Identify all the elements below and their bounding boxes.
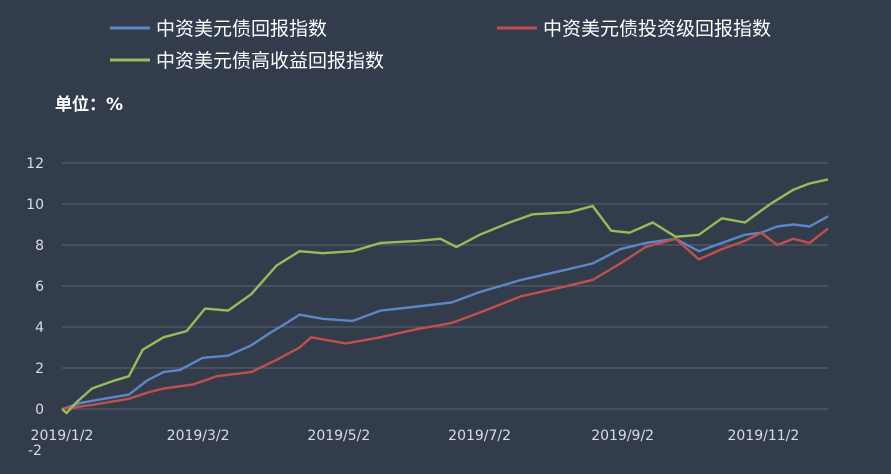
y-tick-label-neg2: -2: [28, 443, 42, 459]
x-tick-label-2: 2019/5/2: [307, 428, 370, 444]
y-tick-label-10: 10: [26, 197, 44, 213]
x-tick-label-5: 2019/11/2: [727, 428, 799, 444]
series-line-1: [61, 227, 829, 411]
y-tick-label-6: 6: [35, 279, 44, 295]
x-tick-label-1: 2019/3/2: [167, 428, 230, 444]
unit-label: 单位：%: [55, 94, 123, 115]
y-tick-label-8: 8: [35, 238, 44, 254]
y-tick-label-2: 2: [35, 361, 44, 377]
x-tick-label-3: 2019/7/2: [448, 428, 511, 444]
series-line-2: [61, 178, 829, 415]
legend-label-series-0: 中资美元债回报指数: [156, 18, 327, 40]
y-axis-ticks: 0 2 4 6 8 10 12 -2: [26, 156, 44, 459]
x-tick-label-4: 2019/9/2: [591, 428, 654, 444]
legend-label-series-2: 中资美元债高收益回报指数: [156, 50, 384, 72]
series-line-0: [61, 215, 829, 411]
y-tick-label-4: 4: [35, 320, 44, 336]
legend-label-series-1: 中资美元债投资级回报指数: [543, 18, 771, 40]
x-tick-label-0: 2019/1/2: [31, 428, 94, 444]
series-lines: [61, 178, 829, 415]
y-tick-label-12: 12: [26, 156, 44, 172]
y-tick-label-0: 0: [35, 402, 44, 418]
gridlines: [62, 162, 828, 410]
legend: 中资美元债回报指数 中资美元债投资级回报指数 中资美元债高收益回报指数: [110, 18, 771, 72]
x-axis-ticks: 2019/1/2 2019/3/2 2019/5/2 2019/7/2 2019/9/2…: [31, 428, 800, 444]
